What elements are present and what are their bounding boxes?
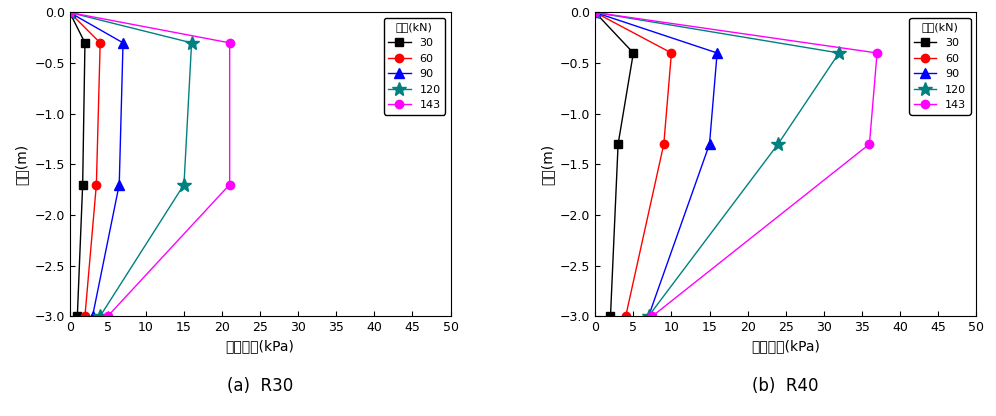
X-axis label: 연직토압(kPa): 연직토압(kPa) bbox=[751, 339, 820, 354]
143 bbox=[646, 314, 658, 319]
120 bbox=[833, 50, 845, 55]
Line: 143: 143 bbox=[66, 8, 234, 320]
Line: 60: 60 bbox=[66, 8, 105, 320]
143 bbox=[64, 10, 76, 15]
90 bbox=[64, 10, 76, 15]
90 bbox=[114, 182, 125, 187]
30 bbox=[79, 40, 91, 45]
143 bbox=[872, 50, 883, 55]
120 bbox=[772, 141, 784, 146]
30 bbox=[64, 10, 76, 15]
120 bbox=[64, 10, 76, 15]
143 bbox=[224, 40, 236, 45]
143 bbox=[864, 141, 875, 146]
60 bbox=[657, 141, 669, 146]
30 bbox=[77, 182, 89, 187]
Text: (a)  R30: (a) R30 bbox=[227, 377, 293, 395]
143 bbox=[102, 314, 114, 319]
90 bbox=[642, 314, 654, 319]
Line: 120: 120 bbox=[589, 5, 846, 323]
Y-axis label: 심도(m): 심도(m) bbox=[541, 144, 555, 185]
Line: 120: 120 bbox=[63, 5, 198, 323]
120 bbox=[95, 314, 107, 319]
60 bbox=[590, 10, 602, 15]
Legend: 30, 60, 90, 120, 143: 30, 60, 90, 120, 143 bbox=[383, 18, 445, 115]
120 bbox=[178, 182, 190, 187]
60 bbox=[79, 314, 91, 319]
60 bbox=[64, 10, 76, 15]
60 bbox=[95, 40, 107, 45]
30 bbox=[627, 50, 639, 55]
143 bbox=[224, 182, 236, 187]
Line: 90: 90 bbox=[591, 7, 722, 321]
90 bbox=[711, 50, 723, 55]
X-axis label: 연직토압(kPa): 연직토압(kPa) bbox=[226, 339, 295, 354]
60 bbox=[620, 314, 631, 319]
120 bbox=[642, 314, 654, 319]
Y-axis label: 심도(m): 심도(m) bbox=[15, 144, 29, 185]
90 bbox=[590, 10, 602, 15]
120 bbox=[185, 40, 197, 45]
Text: (b)  R40: (b) R40 bbox=[752, 377, 819, 395]
Line: 60: 60 bbox=[591, 8, 675, 320]
143 bbox=[590, 10, 602, 15]
90 bbox=[118, 40, 129, 45]
120 bbox=[590, 10, 602, 15]
90 bbox=[87, 314, 99, 319]
90 bbox=[703, 141, 715, 146]
30 bbox=[605, 314, 617, 319]
Line: 30: 30 bbox=[66, 8, 89, 320]
60 bbox=[665, 50, 677, 55]
30 bbox=[590, 10, 602, 15]
Legend: 30, 60, 90, 120, 143: 30, 60, 90, 120, 143 bbox=[909, 18, 970, 115]
30 bbox=[72, 314, 84, 319]
Line: 30: 30 bbox=[591, 8, 637, 320]
Line: 90: 90 bbox=[65, 7, 127, 321]
60 bbox=[91, 182, 103, 187]
Line: 143: 143 bbox=[591, 8, 881, 320]
30 bbox=[613, 141, 624, 146]
